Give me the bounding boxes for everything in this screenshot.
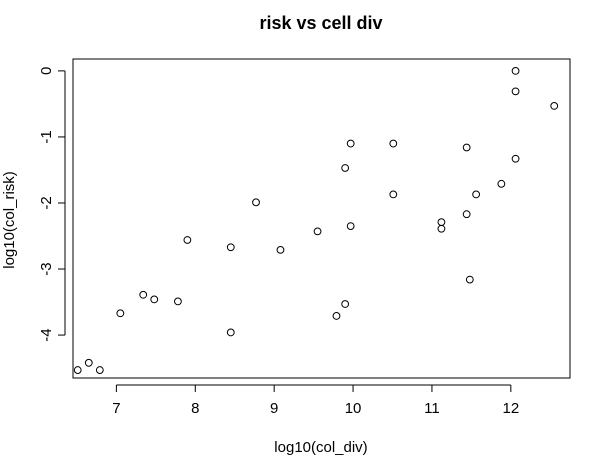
chart-title: risk vs cell div <box>259 13 382 33</box>
data-point-24 <box>462 210 471 219</box>
data-point-28 <box>511 66 520 75</box>
data-point-23 <box>462 143 471 152</box>
data-points <box>73 66 559 374</box>
data-point-9 <box>226 243 235 252</box>
y-axis: -4 -3 -2 -1 0 <box>38 67 66 342</box>
data-point-2 <box>84 358 93 367</box>
data-point-5 <box>139 290 148 299</box>
data-point-22 <box>437 224 446 233</box>
data-point-29 <box>511 87 520 96</box>
data-point-19 <box>389 139 398 148</box>
x-tick-label: 8 <box>191 400 199 417</box>
data-point-13 <box>313 227 322 236</box>
data-point-10 <box>226 328 235 337</box>
y-tick-label: -2 <box>38 196 55 209</box>
data-point-17 <box>346 139 355 148</box>
plot-border <box>72 58 571 379</box>
y-tick-label: -1 <box>38 130 55 143</box>
data-point-18 <box>346 222 355 230</box>
data-point-11 <box>252 198 260 207</box>
data-point-1 <box>73 366 82 374</box>
data-point-14 <box>332 312 341 320</box>
x-tick-label: 12 <box>502 400 519 417</box>
data-point-7 <box>174 297 182 306</box>
x-axis-title: log10(col_div) <box>274 439 367 456</box>
x-tick-label: 7 <box>112 400 120 417</box>
data-point-4 <box>116 309 125 318</box>
data-point-26 <box>472 190 481 199</box>
data-point-27 <box>497 179 506 188</box>
x-tick-label: 11 <box>424 400 440 417</box>
data-point-31 <box>550 101 559 110</box>
data-point-12 <box>276 245 285 254</box>
y-tick-label: 0 <box>38 67 55 75</box>
data-point-16 <box>341 300 350 308</box>
x-tick-label: 9 <box>270 400 278 417</box>
x-axis: 7 8 9 10 11 12 <box>112 384 519 417</box>
data-point-21 <box>437 218 446 227</box>
x-tick-label: 10 <box>345 400 362 417</box>
data-point-6 <box>150 295 159 304</box>
y-tick-label: -4 <box>38 328 55 341</box>
y-axis-title: log10(col_risk) <box>1 171 18 269</box>
data-point-15 <box>341 164 350 172</box>
y-tick-label: -3 <box>38 262 55 275</box>
data-point-25 <box>465 275 474 284</box>
data-point-30 <box>511 154 520 163</box>
data-point-3 <box>95 366 104 374</box>
data-point-8 <box>183 236 192 244</box>
data-point-20 <box>389 190 398 199</box>
